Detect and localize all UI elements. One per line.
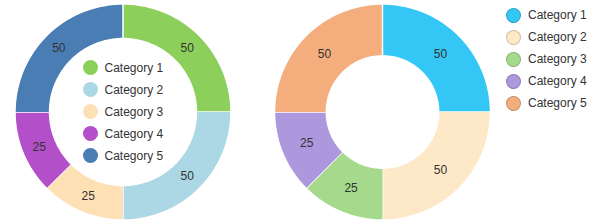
html-text:Category 3: Category 3 xyxy=(104,104,164,119)
svg-text:50: 50 xyxy=(180,169,194,183)
svg-text:25: 25 xyxy=(300,136,314,150)
html-text:Category 4: Category 4 xyxy=(528,74,587,88)
html-text:Category 5: Category 5 xyxy=(104,148,164,163)
html-text:Category 2: Category 2 xyxy=(528,30,587,44)
svg-text:50: 50 xyxy=(318,47,332,61)
html-text:Category 1: Category 1 xyxy=(104,60,164,75)
html-text:Category 5: Category 5 xyxy=(528,96,587,110)
svg-text:25: 25 xyxy=(344,181,358,195)
svg-text:50: 50 xyxy=(52,41,66,55)
svg-text:25: 25 xyxy=(82,189,96,203)
svg-text:50: 50 xyxy=(180,41,194,55)
html-text:Category 3: Category 3 xyxy=(528,52,587,66)
html-text:Category 4: Category 4 xyxy=(104,126,164,141)
svg-text:50: 50 xyxy=(434,47,448,61)
html-text:Category 1: Category 1 xyxy=(528,8,587,22)
svg-text:50: 50 xyxy=(434,163,448,177)
svg-text:25: 25 xyxy=(33,140,47,154)
html-text:Category 2: Category 2 xyxy=(104,82,164,97)
